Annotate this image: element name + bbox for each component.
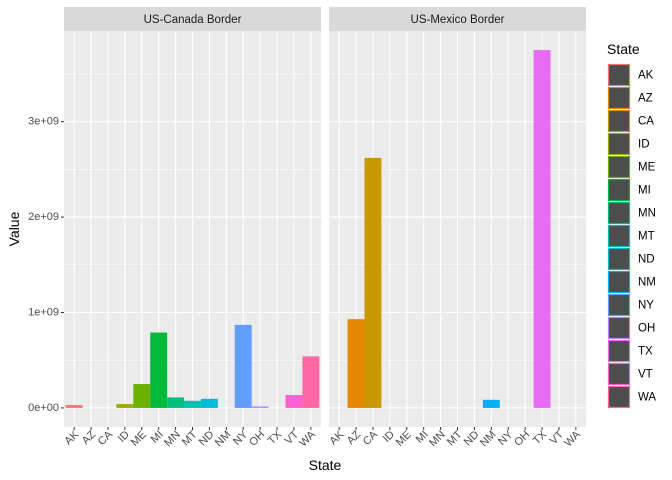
legend-title: State — [607, 41, 640, 57]
legend-item-az: AZ — [607, 86, 653, 110]
legend-label: AZ — [638, 93, 653, 105]
bar-az — [347, 319, 365, 408]
legend-label: WA — [638, 392, 656, 404]
y-axis: 0e+00 1e+09 2e+09 3e+09 — [28, 116, 64, 414]
legend-label: TX — [638, 346, 653, 358]
bar-ny — [234, 324, 252, 408]
bar-wa — [302, 356, 320, 408]
x-tick-label: AK — [327, 428, 346, 447]
legend-swatch — [607, 63, 631, 87]
legend-swatch — [607, 224, 631, 248]
legend-swatch — [607, 132, 631, 156]
bar-mn — [167, 397, 185, 408]
x-tick-label: CA — [361, 428, 381, 448]
legend-item-oh: OH — [607, 316, 655, 340]
x-axis-title: State — [309, 457, 342, 473]
bar-nd — [200, 398, 218, 408]
bar-ca — [364, 157, 382, 408]
legend-label: ME — [638, 162, 656, 174]
x-tick-label: AZ — [80, 428, 99, 447]
legend-swatch — [607, 270, 631, 294]
bar-id — [116, 404, 134, 408]
legend-swatch — [607, 293, 631, 317]
legend-label: MI — [638, 185, 651, 197]
legend-item-vt: VT — [607, 362, 653, 386]
legend-label: MN — [638, 208, 656, 220]
legend-item-wa: WA — [607, 385, 656, 409]
x-tick-label: AZ — [345, 428, 364, 447]
x-tick-label: OH — [512, 429, 532, 449]
bar-oh — [251, 406, 269, 408]
legend-item-ca: CA — [607, 109, 654, 133]
x-tick-label: AK — [62, 428, 81, 447]
legend-label: VT — [638, 369, 653, 381]
x-tick-label: MT — [180, 428, 200, 448]
x-tick-label: ME — [129, 429, 149, 449]
legend-item-mt: MT — [607, 224, 655, 248]
legend-swatch — [607, 385, 631, 409]
x-tick-label: OH — [247, 429, 267, 449]
legend-label: MT — [638, 231, 655, 243]
x-tick-label: ND — [197, 429, 217, 449]
legend-item-id: ID — [607, 132, 650, 156]
bar-mt — [184, 400, 201, 408]
x-tick-label: TX — [266, 428, 285, 447]
x-tick-label: VT — [548, 428, 567, 447]
legend-swatch — [607, 201, 631, 225]
x-tick-label: WA — [562, 428, 583, 449]
legend-label: CA — [638, 116, 654, 128]
bar-vt — [285, 395, 303, 408]
legend-label: ID — [638, 139, 650, 151]
x-tick-label: ND — [462, 429, 482, 449]
y-tick-label: 3e+09 — [28, 116, 59, 128]
legend-swatch — [607, 178, 631, 202]
facet-strip — [64, 7, 321, 31]
legend-item-mn: MN — [607, 201, 656, 225]
legend-label: AK — [638, 70, 654, 82]
x-tick-label: NY — [231, 428, 251, 448]
bar-mi — [150, 332, 168, 408]
legend-item-tx: TX — [607, 339, 653, 363]
legend-swatch — [607, 86, 631, 110]
x-tick-label: VT — [283, 428, 302, 447]
facet-strip-label: US-Canada Border — [144, 14, 242, 26]
x-tick-label: CA — [96, 428, 116, 448]
facet-strip-label: US-Mexico Border — [411, 14, 505, 26]
x-tick-label: MT — [445, 428, 465, 448]
x-tick-label: NY — [496, 428, 516, 448]
x-tick-label: TX — [531, 428, 550, 447]
legend-item-mi: MI — [607, 178, 651, 202]
legend-swatch — [607, 155, 631, 179]
y-tick-label: 1e+09 — [28, 306, 59, 318]
x-tick-label: ME — [394, 429, 414, 449]
legend: State AK AZ CA ID ME MI MN MT ND NM NY OH TX VT WA — [607, 41, 656, 409]
y-tick-label: 0e+00 — [28, 402, 59, 414]
bar-tx — [533, 50, 551, 408]
legend-item-ny: NY — [607, 293, 654, 317]
legend-label: ND — [638, 254, 655, 266]
legend-swatch — [607, 247, 631, 271]
bar-me — [133, 384, 151, 408]
bar-ak — [65, 405, 83, 408]
y-axis-title: Value — [6, 211, 22, 246]
legend-item-nd: ND — [607, 247, 655, 271]
legend-label: NY — [638, 300, 654, 312]
legend-swatch — [607, 109, 631, 133]
legend-swatch — [607, 316, 631, 340]
legend-label: OH — [638, 323, 655, 335]
legend-swatch — [607, 339, 631, 363]
legend-item-ak: AK — [607, 63, 654, 87]
x-tick-label: WA — [297, 428, 318, 449]
legend-item-me: ME — [607, 155, 656, 179]
facet-strip — [329, 7, 586, 31]
bar-nm — [482, 399, 500, 408]
legend-swatch — [607, 362, 631, 386]
legend-item-nm: NM — [607, 270, 656, 294]
legend-label: NM — [638, 277, 656, 289]
y-tick-label: 2e+09 — [28, 211, 59, 223]
